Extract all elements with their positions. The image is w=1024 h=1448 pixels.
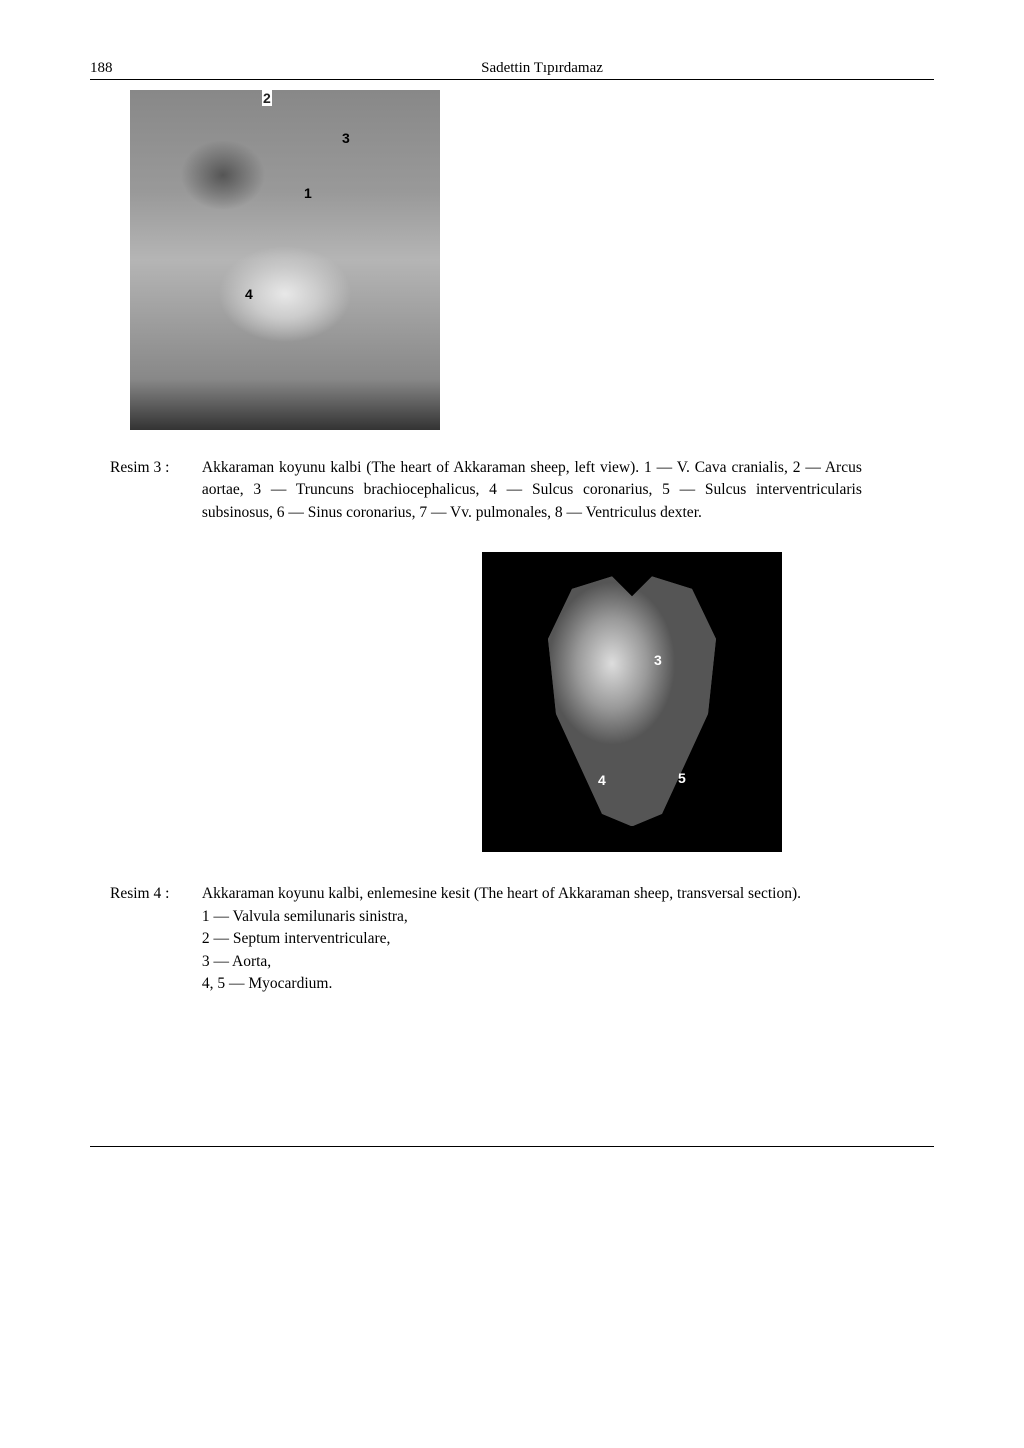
figure-4-placeholder [532, 576, 732, 826]
figure-4-caption-line-4: 3 — Aorta, [202, 951, 862, 973]
figure-3-caption: Resim 3 : Akkaraman koyunu kalbi (The he… [110, 457, 934, 524]
figure-3-container: 2 3 1 4 [130, 90, 934, 435]
page-number: 188 [90, 60, 150, 77]
figure-4-label-3: 3 [654, 652, 662, 668]
bottom-rule [90, 1146, 934, 1147]
figure-4-caption-line-5: 4, 5 — Myocardium. [202, 973, 862, 995]
figure-3-caption-label: Resim 3 : [110, 457, 198, 479]
figure-4-label-4: 4 [598, 772, 606, 788]
author-name: Sadettin Tıpırdamaz [150, 60, 934, 77]
figure-4-label-5: 5 [678, 770, 686, 786]
figure-4-caption-line-3: 2 — Septum interventriculare, [202, 928, 862, 950]
page-header: 188 Sadettin Tıpırdamaz [90, 60, 934, 80]
figure-4-caption: Resim 4 : Akkaraman koyunu kalbi, enleme… [110, 883, 934, 995]
page-container: 188 Sadettin Tıpırdamaz 2 3 1 4 Resim 3 … [0, 0, 1024, 1187]
figure-4-caption-label: Resim 4 : [110, 883, 198, 905]
figure-4-caption-text: Akkaraman koyunu kalbi, enlemesine kesit… [202, 883, 862, 995]
figure-3-label-4: 4 [245, 286, 253, 302]
figure-3-image: 2 3 1 4 [130, 90, 440, 430]
figure-4-caption-line-2: 1 — Valvula semilunaris sinistra, [202, 906, 862, 928]
figure-4-image: 3 4 5 [482, 552, 782, 852]
figure-3-label-2: 2 [262, 90, 272, 106]
figure-4-caption-line-1: Akkaraman koyunu kalbi, enlemesine kesit… [202, 883, 862, 905]
figure-3-caption-text: Akkaraman koyunu kalbi (The heart of Akk… [202, 457, 862, 524]
figure-3-label-1: 1 [304, 185, 312, 201]
figure-3-placeholder [130, 90, 440, 430]
figure-4-container: 3 4 5 [90, 552, 934, 857]
figure-3-label-3: 3 [342, 130, 350, 146]
